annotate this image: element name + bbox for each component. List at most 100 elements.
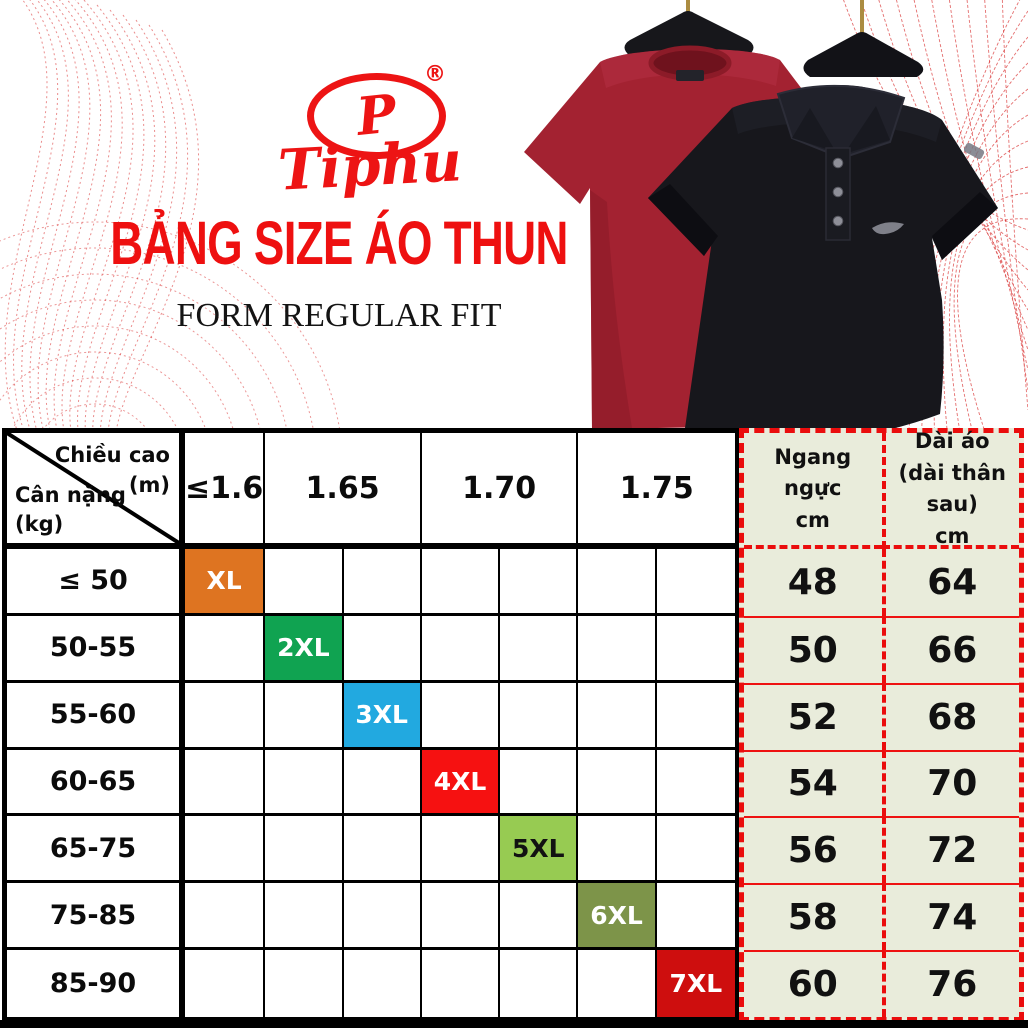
empty-cell [185,883,266,951]
empty-cell [422,950,501,1017]
empty-cell [185,682,266,750]
measure-header-line: cm [935,523,970,548]
size-table: Chiều cao (m) Cân nặng (kg) ≤1.6 1.65 1.70… [2,428,740,1022]
empty-cell [500,549,579,616]
empty-cell [421,615,501,683]
length-value-cell: 76 [881,950,1019,1017]
deco-curve [45,0,102,450]
deco-curve [21,0,69,450]
empty-cell [421,682,501,750]
neck-label [676,70,704,81]
empty-cell [578,749,657,817]
empty-cell [185,816,266,884]
empty-cell [500,749,579,817]
chest-logo [872,222,904,235]
deco-curve [99,19,178,450]
empty-cell [265,549,344,616]
black-polo [648,0,998,443]
chest-value-cell: 58 [744,883,882,950]
deco-curve [896,0,1028,291]
shirts-illustration [524,0,1028,446]
measure-header-line: Dài áo [914,429,990,453]
weight-cell: 75-85 [7,883,185,951]
weight-cell: ≤ 50 [7,549,185,616]
page-subtitle: FORM REGULAR FIT [176,297,502,334]
corner-header-cell: Chiều cao (m) Cân nặng (kg) [7,433,185,549]
length-value-cell: 70 [881,749,1019,817]
weight-cell: 65-75 [7,816,185,884]
chest-value-cell: 48 [787,561,838,603]
empty-cell [578,950,657,1017]
empty-cell [421,883,501,951]
empty-cell [421,816,501,884]
measurement-panel: Ngang ngực cm Dài áo (dài thân sau) cm 48 64 50… [739,428,1024,1022]
chest-value-cell: 50 [744,615,882,683]
weight-cell: 50-55 [7,615,185,683]
empty-cell [344,950,422,1017]
measure-header: Dài áo (dài thân sau) cm [881,429,1019,549]
length-value-cell: 68 [881,682,1019,750]
right-cuff [932,192,998,260]
bottom-border-bar [0,1020,1028,1028]
deco-circle [0,247,317,450]
empty-cell [265,950,344,1017]
chest-value-cell: 54 [744,749,882,817]
deco-curve [931,0,1028,331]
empty-cell [656,616,735,683]
empty-cell [500,950,579,1017]
empty-cell [578,816,657,884]
measure-header-line: cm [795,507,830,532]
empty-cell [265,883,344,951]
chest-value-cell: 60 [744,950,882,1017]
measure-header-line: Ngang ngực [774,444,852,501]
deco-curve [84,9,156,450]
diagonal-line [7,433,179,543]
button [832,157,844,169]
empty-cell [343,549,422,616]
size-cell: 7XL [656,950,735,1017]
empty-cell [578,682,657,750]
registered-trademark-icon: ® [424,62,446,87]
height-header: 1.75 [578,433,735,549]
weight-label: Cân nặng [15,483,126,508]
length-value-cell: 72 [881,816,1019,884]
length-value-cell: 74 [881,883,1019,951]
weight-cell: 60-65 [7,749,185,817]
chest-value-cell: 52 [744,682,882,750]
empty-cell [265,682,344,750]
deco-curve [61,0,123,450]
empty-cell [343,749,422,817]
size-cell: XL [185,549,266,616]
deco-curve [953,192,1028,446]
empty-cell [500,883,579,951]
deco-curve [933,114,1028,446]
empty-cell [343,816,422,884]
hanger [803,32,924,77]
chest-value-cell: 56 [744,816,882,883]
size-cell: 4XL [421,749,501,817]
deco-curve [957,218,1028,446]
size-cell: 5XL [500,816,579,884]
hanger [624,11,754,56]
height-unit: (m) [128,473,170,498]
measure-header-line: (dài thân sau) [898,460,1006,517]
empty-cell [500,615,579,683]
deco-curve [4,0,48,450]
deco-curve [984,0,1028,391]
deco-curve [29,0,80,450]
empty-cell [265,749,344,817]
height-header: 1.70 [421,433,579,549]
weight-axis-label: Cân nặng (kg) [15,481,126,538]
empty-cell [185,749,266,817]
deco-circle [0,299,265,450]
deco-curve [1001,0,1028,411]
empty-cell [265,816,344,884]
empty-cell [343,615,422,683]
empty-cell [578,615,657,683]
deco-curve [893,36,1028,446]
weight-unit: (kg) [15,511,64,536]
empty-cell [656,883,735,951]
button [832,186,844,198]
size-cell: 6XL [578,883,657,951]
brand-name: Tiphu [276,128,464,204]
